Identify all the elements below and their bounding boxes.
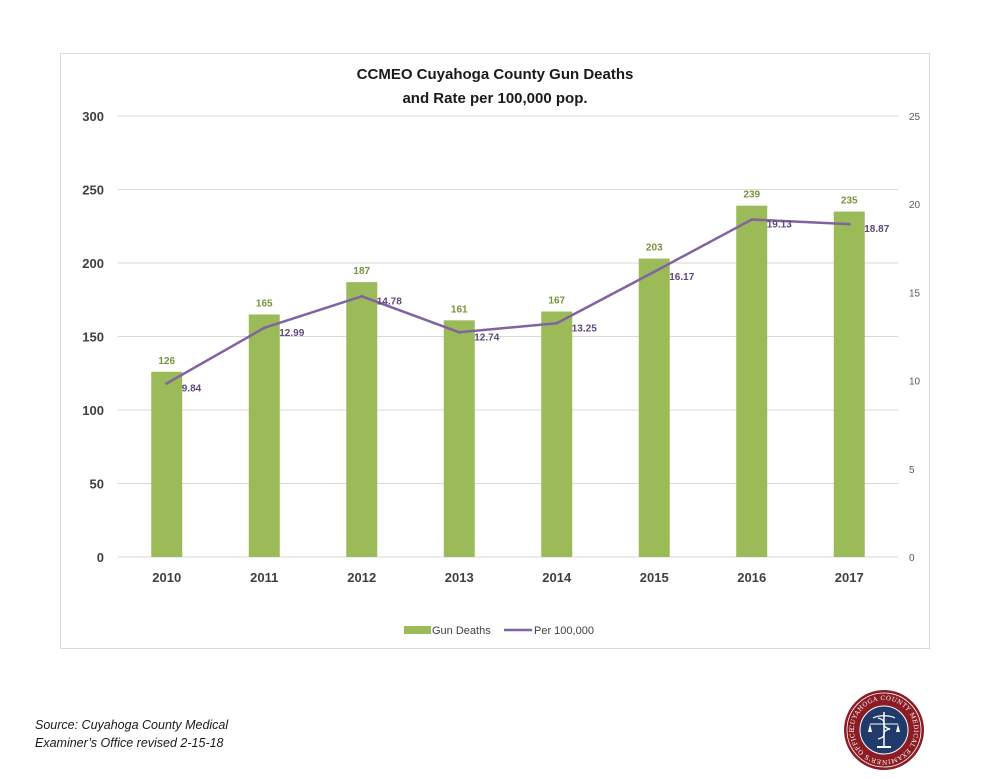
y-right-tick-label: 0 [909, 553, 915, 564]
line-data-label: 9.84 [182, 383, 202, 394]
y-right-tick-label: 10 [909, 377, 921, 388]
y-left-tick-label: 50 [90, 477, 104, 492]
bar [736, 205, 768, 558]
chart-subtitle: and Rate per 100,000 pop. [402, 90, 588, 107]
bar [833, 211, 865, 558]
source-line-1: Source: Cuyahoga County Medical [35, 718, 229, 732]
series-line-per-100000 [166, 218, 850, 385]
y-left-tick-label: 250 [82, 183, 104, 198]
line-point [750, 218, 754, 222]
bar-data-label: 165 [256, 298, 273, 309]
source-note: Source: Cuyahoga County Medical Examiner… [35, 716, 228, 752]
x-tick-label: 2012 [347, 570, 376, 585]
y-right-tick-label: 20 [909, 200, 921, 211]
x-tick-label: 2015 [640, 570, 669, 585]
line-point [652, 270, 656, 274]
y-right-tick-label: 25 [909, 112, 921, 123]
y-left-tick-label: 100 [82, 403, 104, 418]
x-tick-label: 2016 [737, 570, 766, 585]
bar [541, 311, 573, 557]
line-data-label: 19.13 [767, 220, 792, 231]
x-tick-label: 2013 [445, 570, 474, 585]
line-point [165, 381, 169, 385]
y-left-tick-label: 0 [97, 550, 104, 565]
bar-data-label: 235 [841, 196, 858, 207]
chart-frame [60, 53, 930, 649]
line-data-label: 12.99 [279, 328, 304, 339]
line-point [262, 326, 266, 330]
bar [638, 258, 670, 557]
y-left-tick-label: 150 [82, 330, 104, 345]
bar-data-label: 239 [743, 190, 760, 201]
y-right-tick-label: 5 [909, 465, 915, 476]
bar-data-label: 167 [548, 296, 565, 307]
line-data-label: 16.17 [669, 272, 694, 283]
y-right-tick-label: 15 [909, 288, 921, 299]
bar [443, 320, 475, 557]
bar-data-label: 126 [158, 356, 175, 367]
line-data-label: 12.74 [474, 332, 499, 343]
source-line-2: Examiner’s Office revised 2-15-18 [35, 736, 224, 750]
bar [248, 314, 280, 557]
line-point [555, 321, 559, 325]
bar-data-label: 187 [353, 266, 370, 277]
x-tick-label: 2014 [542, 570, 572, 585]
bar [151, 371, 183, 557]
x-tick-label: 2017 [835, 570, 864, 585]
medical-examiner-seal-icon: CUYAHOGA COUNTY MEDICAL EXAMINER'S OFFIC… [844, 690, 924, 770]
x-tick-label: 2011 [250, 570, 278, 585]
line-data-label: 14.78 [377, 296, 402, 307]
chart-title: CCMEO Cuyahoga County Gun Deaths [356, 66, 634, 83]
y-left-tick-label: 200 [82, 256, 104, 271]
bar-data-label: 161 [451, 304, 468, 315]
bar-data-label: 203 [646, 243, 663, 254]
line-point [457, 330, 461, 334]
line-point [360, 294, 364, 298]
legend-label-per-100000: Per 100,000 [534, 625, 594, 637]
y-left-tick-label: 300 [82, 109, 104, 124]
line-data-label: 13.25 [572, 323, 597, 334]
line-point [847, 222, 851, 226]
legend-label-gun-deaths: Gun Deaths [432, 625, 491, 637]
line-data-label: 18.87 [864, 224, 889, 235]
x-tick-label: 2010 [152, 570, 181, 585]
legend-swatch-gun-deaths [404, 626, 431, 634]
bar [346, 282, 378, 557]
